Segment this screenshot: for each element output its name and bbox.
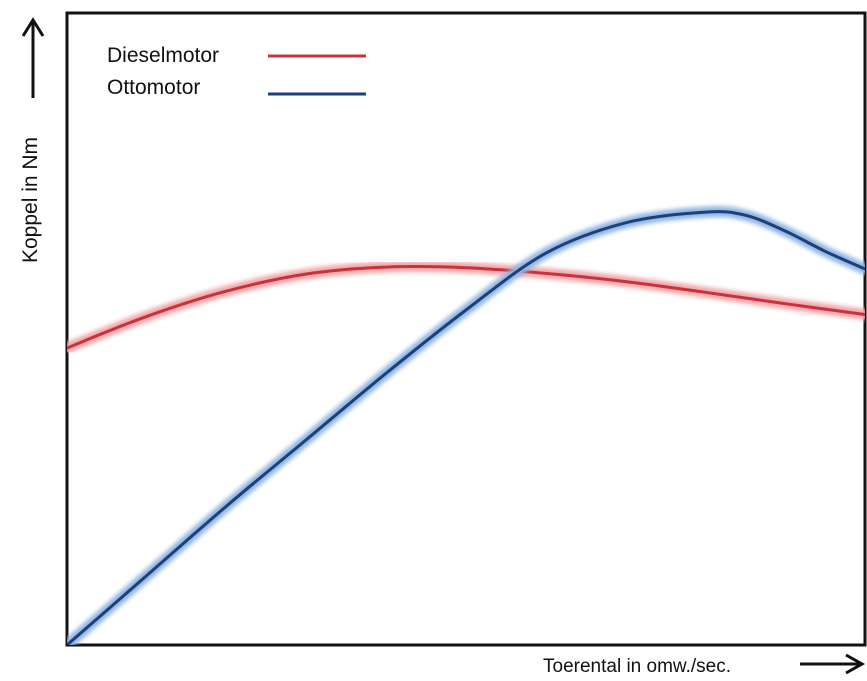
series-line-ottomotor	[67, 210, 865, 645]
x-axis-label: Toerental in omw./sec.	[543, 656, 731, 677]
y-axis-label: Koppel in Nm	[19, 137, 42, 263]
legend-label-dieselmotor: Dieselmotor	[107, 44, 219, 67]
series-glow-ottomotor	[67, 206, 865, 645]
plot-frame	[65, 11, 867, 647]
legend-label-ottomotor: Ottomotor	[107, 76, 200, 99]
x-axis-arrow-icon	[845, 653, 866, 675]
legend: Dieselmotor Ottomotor	[107, 44, 371, 99]
series-layer	[67, 206, 865, 645]
series-line-dieselmotor	[67, 265, 865, 350]
y-axis-arrow-icon	[21, 17, 45, 37]
